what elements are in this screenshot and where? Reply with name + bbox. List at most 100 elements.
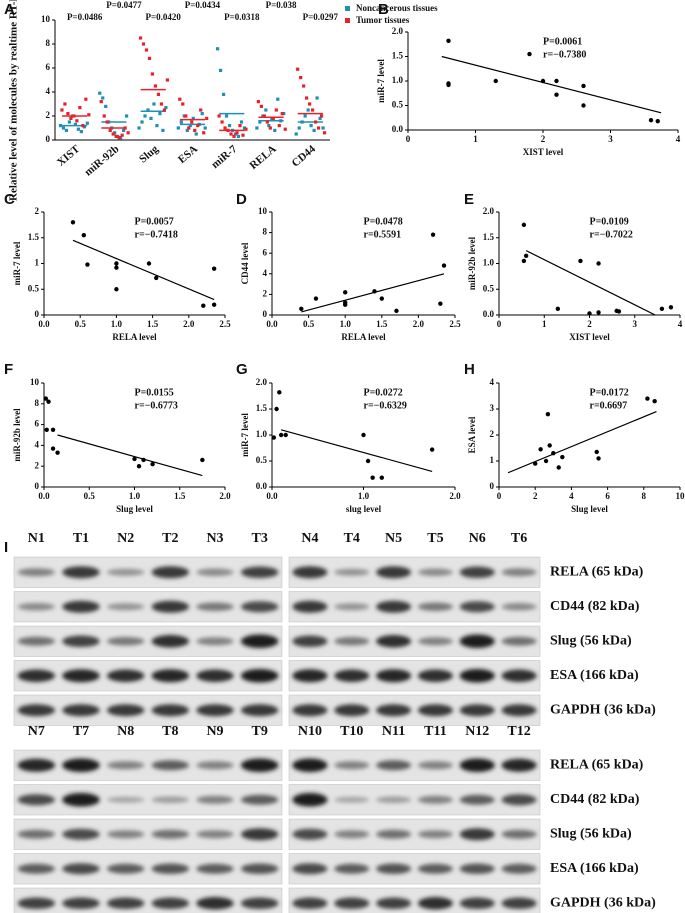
point (70, 220, 76, 225)
dot (239, 120, 244, 124)
y-tick-label: 0 (35, 309, 40, 319)
blot-band (240, 634, 279, 648)
dot (152, 102, 156, 106)
y-tick-label: 0.5 (483, 283, 495, 293)
dot (202, 131, 206, 135)
annotation: r=0.6697 (590, 400, 628, 411)
dot (259, 104, 263, 108)
annotation: P=0.0109 (590, 216, 629, 227)
blot-band (240, 758, 279, 772)
dot (271, 116, 275, 120)
blot-band (196, 830, 234, 839)
y-tick-label: 2 (46, 110, 51, 120)
x-tick-label: 2.5 (219, 319, 231, 329)
point (540, 78, 546, 84)
lane-label: T5 (427, 531, 443, 546)
y-tick-label: 0 (46, 134, 51, 144)
x-tick-label: 2 (533, 491, 538, 501)
blot-band (501, 897, 537, 909)
panel-letter: B (378, 1, 389, 18)
dot (184, 114, 188, 118)
point (543, 458, 549, 464)
lane-label: N6 (469, 531, 486, 546)
legend-swatch (345, 6, 350, 11)
y-tick-label: 1.0 (392, 75, 404, 85)
blot-band (240, 828, 279, 841)
blot-band (292, 897, 328, 909)
protein-label: GAPDH (36 kDa) (550, 895, 656, 910)
lane-label: T10 (340, 724, 363, 739)
point (150, 461, 155, 467)
dot (305, 96, 309, 100)
y-tick-label: 1.5 (483, 232, 495, 242)
p-value: P=0.0297 (303, 12, 339, 22)
dot (194, 132, 198, 136)
blot-band (459, 863, 495, 874)
dot (264, 108, 268, 112)
y-tick-label: 4 (35, 439, 40, 449)
point (299, 306, 304, 312)
point (652, 399, 657, 404)
fit-line (57, 434, 203, 477)
dot (187, 126, 191, 130)
y-tick-label: 2 (263, 288, 268, 298)
protein-label: ESA (166 kDa) (550, 861, 639, 876)
x-tick-label: 2.5 (449, 319, 461, 329)
blot-band (196, 637, 234, 646)
annotation: r=−0.7380 (543, 49, 586, 60)
dot (283, 127, 287, 131)
blot-strip (288, 694, 541, 726)
blot-strip (13, 784, 283, 816)
dot (309, 124, 313, 128)
blot-band (62, 897, 100, 909)
dot (137, 126, 141, 130)
blot-band (376, 669, 412, 683)
blot-band (106, 568, 145, 576)
y-tick-label: 1.5 (256, 403, 268, 413)
point (596, 310, 601, 315)
lane-label: T11 (424, 724, 447, 739)
blot-band (459, 828, 495, 841)
blot-band (240, 601, 279, 613)
dot (67, 120, 72, 124)
point (50, 427, 56, 432)
dot (217, 114, 221, 118)
blot-band (334, 568, 370, 576)
y-axis-label: ESA level (467, 416, 477, 453)
blot-band (417, 704, 453, 717)
dot (256, 100, 260, 104)
blot-band (501, 829, 537, 839)
blot-band (196, 795, 234, 804)
dot (322, 131, 327, 135)
blot-band (196, 602, 234, 611)
panel-letter: H (464, 361, 475, 378)
dot (114, 134, 118, 138)
dot (78, 106, 82, 110)
blot-band (292, 600, 328, 613)
point (200, 457, 205, 463)
y-tick-label: 10 (41, 14, 51, 24)
blot-strip (13, 887, 283, 913)
y-tick-label: 6 (46, 62, 51, 72)
x-tick-label: 0.0 (266, 491, 278, 501)
point (283, 432, 288, 438)
protein-label: GAPDH (36 kDa) (550, 702, 656, 717)
blot-band (459, 704, 495, 717)
dot (126, 131, 130, 135)
dot (158, 112, 162, 116)
point (201, 303, 206, 308)
dot (164, 106, 168, 110)
y-tick-label: 2.0 (256, 377, 268, 387)
point (55, 450, 60, 455)
blot-band (376, 829, 412, 839)
y-tick-label: 6 (35, 419, 40, 429)
dot (193, 128, 197, 132)
dot (153, 84, 158, 88)
lane-label: N4 (301, 531, 318, 546)
blot-band (501, 863, 537, 874)
blot-band (17, 636, 56, 646)
panel-letter: E (464, 191, 474, 208)
blot-band (106, 863, 145, 874)
blot-band (151, 566, 190, 579)
dot (310, 108, 315, 112)
